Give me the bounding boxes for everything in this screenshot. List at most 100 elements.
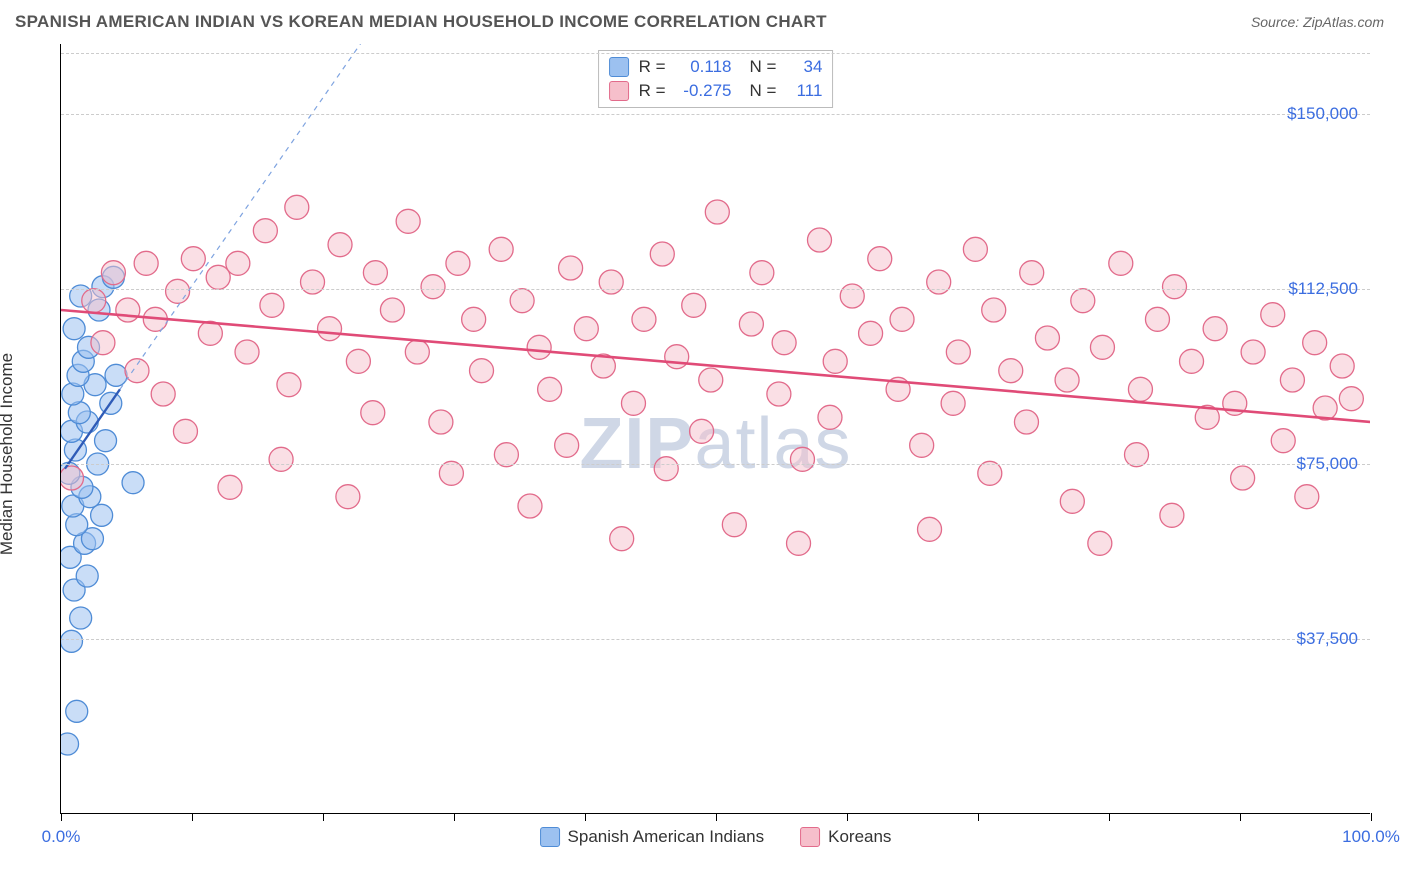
data-point — [226, 251, 250, 275]
data-point — [285, 195, 309, 219]
data-point — [510, 289, 534, 313]
data-point — [1128, 377, 1152, 401]
stats-r-value: -0.275 — [676, 81, 732, 101]
data-point — [705, 200, 729, 224]
data-point — [346, 349, 370, 373]
gridline-h — [61, 53, 1370, 54]
data-point — [1109, 251, 1133, 275]
data-point — [818, 405, 842, 429]
data-point — [336, 485, 360, 509]
data-point — [807, 228, 831, 252]
data-point — [134, 251, 158, 275]
data-point — [527, 335, 551, 359]
data-point — [574, 317, 598, 341]
data-point — [361, 401, 385, 425]
data-point — [927, 270, 951, 294]
x-tick — [192, 813, 193, 821]
data-point — [269, 447, 293, 471]
data-point — [823, 349, 847, 373]
chart-source: Source: ZipAtlas.com — [1251, 14, 1384, 30]
trend-line — [120, 44, 520, 389]
legend-item: Koreans — [800, 827, 891, 847]
stats-r-label: R = — [639, 81, 666, 101]
data-point — [405, 340, 429, 364]
data-point — [91, 504, 113, 526]
data-point — [1330, 354, 1354, 378]
data-point — [63, 318, 85, 340]
stats-n-value: 34 — [786, 57, 822, 77]
data-point — [918, 517, 942, 541]
data-point — [868, 247, 892, 271]
gridline-h — [61, 639, 1370, 640]
legend-bottom: Spanish American Indians Koreans — [540, 827, 892, 847]
data-point — [363, 261, 387, 285]
data-point — [1055, 368, 1079, 392]
x-tick — [716, 813, 717, 821]
stats-row: R =0.118N =34 — [609, 55, 823, 79]
x-tick — [61, 813, 62, 821]
data-point — [946, 340, 970, 364]
x-tick — [978, 813, 979, 821]
data-point — [1339, 387, 1363, 411]
data-point — [66, 700, 88, 722]
data-point — [151, 382, 175, 406]
data-point — [538, 377, 562, 401]
data-point — [1060, 489, 1084, 513]
data-point — [982, 298, 1006, 322]
data-point — [682, 293, 706, 317]
x-tick — [323, 813, 324, 821]
data-point — [70, 607, 92, 629]
data-point — [1231, 466, 1255, 490]
data-point — [470, 359, 494, 383]
stats-r-label: R = — [639, 57, 666, 77]
data-point — [1295, 485, 1319, 509]
data-point — [840, 284, 864, 308]
data-point — [621, 391, 645, 415]
data-point — [632, 307, 656, 331]
data-point — [396, 209, 420, 233]
data-point — [328, 233, 352, 257]
data-point — [166, 279, 190, 303]
y-tick-label: $75,000 — [1297, 454, 1358, 474]
correlation-stats-box: R =0.118N =34R = -0.275 N = 111 — [598, 50, 834, 108]
data-point — [1071, 289, 1095, 313]
chart-header: SPANISH AMERICAN INDIAN VS KOREAN MEDIAN… — [0, 0, 1406, 36]
data-point — [1280, 368, 1304, 392]
data-point — [941, 391, 965, 415]
stats-row: R = -0.275 N = 111 — [609, 79, 823, 103]
data-point — [599, 270, 623, 294]
stats-swatch — [609, 57, 629, 77]
data-point — [1014, 410, 1038, 434]
x-tick — [585, 813, 586, 821]
data-point — [76, 565, 98, 587]
data-point — [890, 307, 914, 331]
gridline-h — [61, 289, 1370, 290]
data-point — [722, 513, 746, 537]
data-point — [859, 321, 883, 345]
data-point — [1145, 307, 1169, 331]
data-point — [559, 256, 583, 280]
scatter-svg — [61, 44, 1370, 813]
y-tick-label: $150,000 — [1287, 104, 1358, 124]
data-point — [750, 261, 774, 285]
stats-n-label: N = — [750, 81, 777, 101]
data-point — [489, 237, 513, 261]
data-point — [318, 317, 342, 341]
data-point — [380, 298, 404, 322]
stats-swatch — [609, 81, 629, 101]
data-point — [181, 247, 205, 271]
data-point — [277, 373, 301, 397]
legend-item: Spanish American Indians — [540, 827, 765, 847]
data-point — [61, 733, 79, 755]
data-point — [1180, 349, 1204, 373]
data-point — [1035, 326, 1059, 350]
data-point — [790, 447, 814, 471]
stats-n-value: 111 — [786, 81, 822, 101]
data-point — [787, 531, 811, 555]
data-point — [1303, 331, 1327, 355]
data-point — [699, 368, 723, 392]
data-point — [125, 359, 149, 383]
data-point — [610, 527, 634, 551]
y-tick-label: $112,500 — [1288, 279, 1358, 299]
data-point — [1203, 317, 1227, 341]
